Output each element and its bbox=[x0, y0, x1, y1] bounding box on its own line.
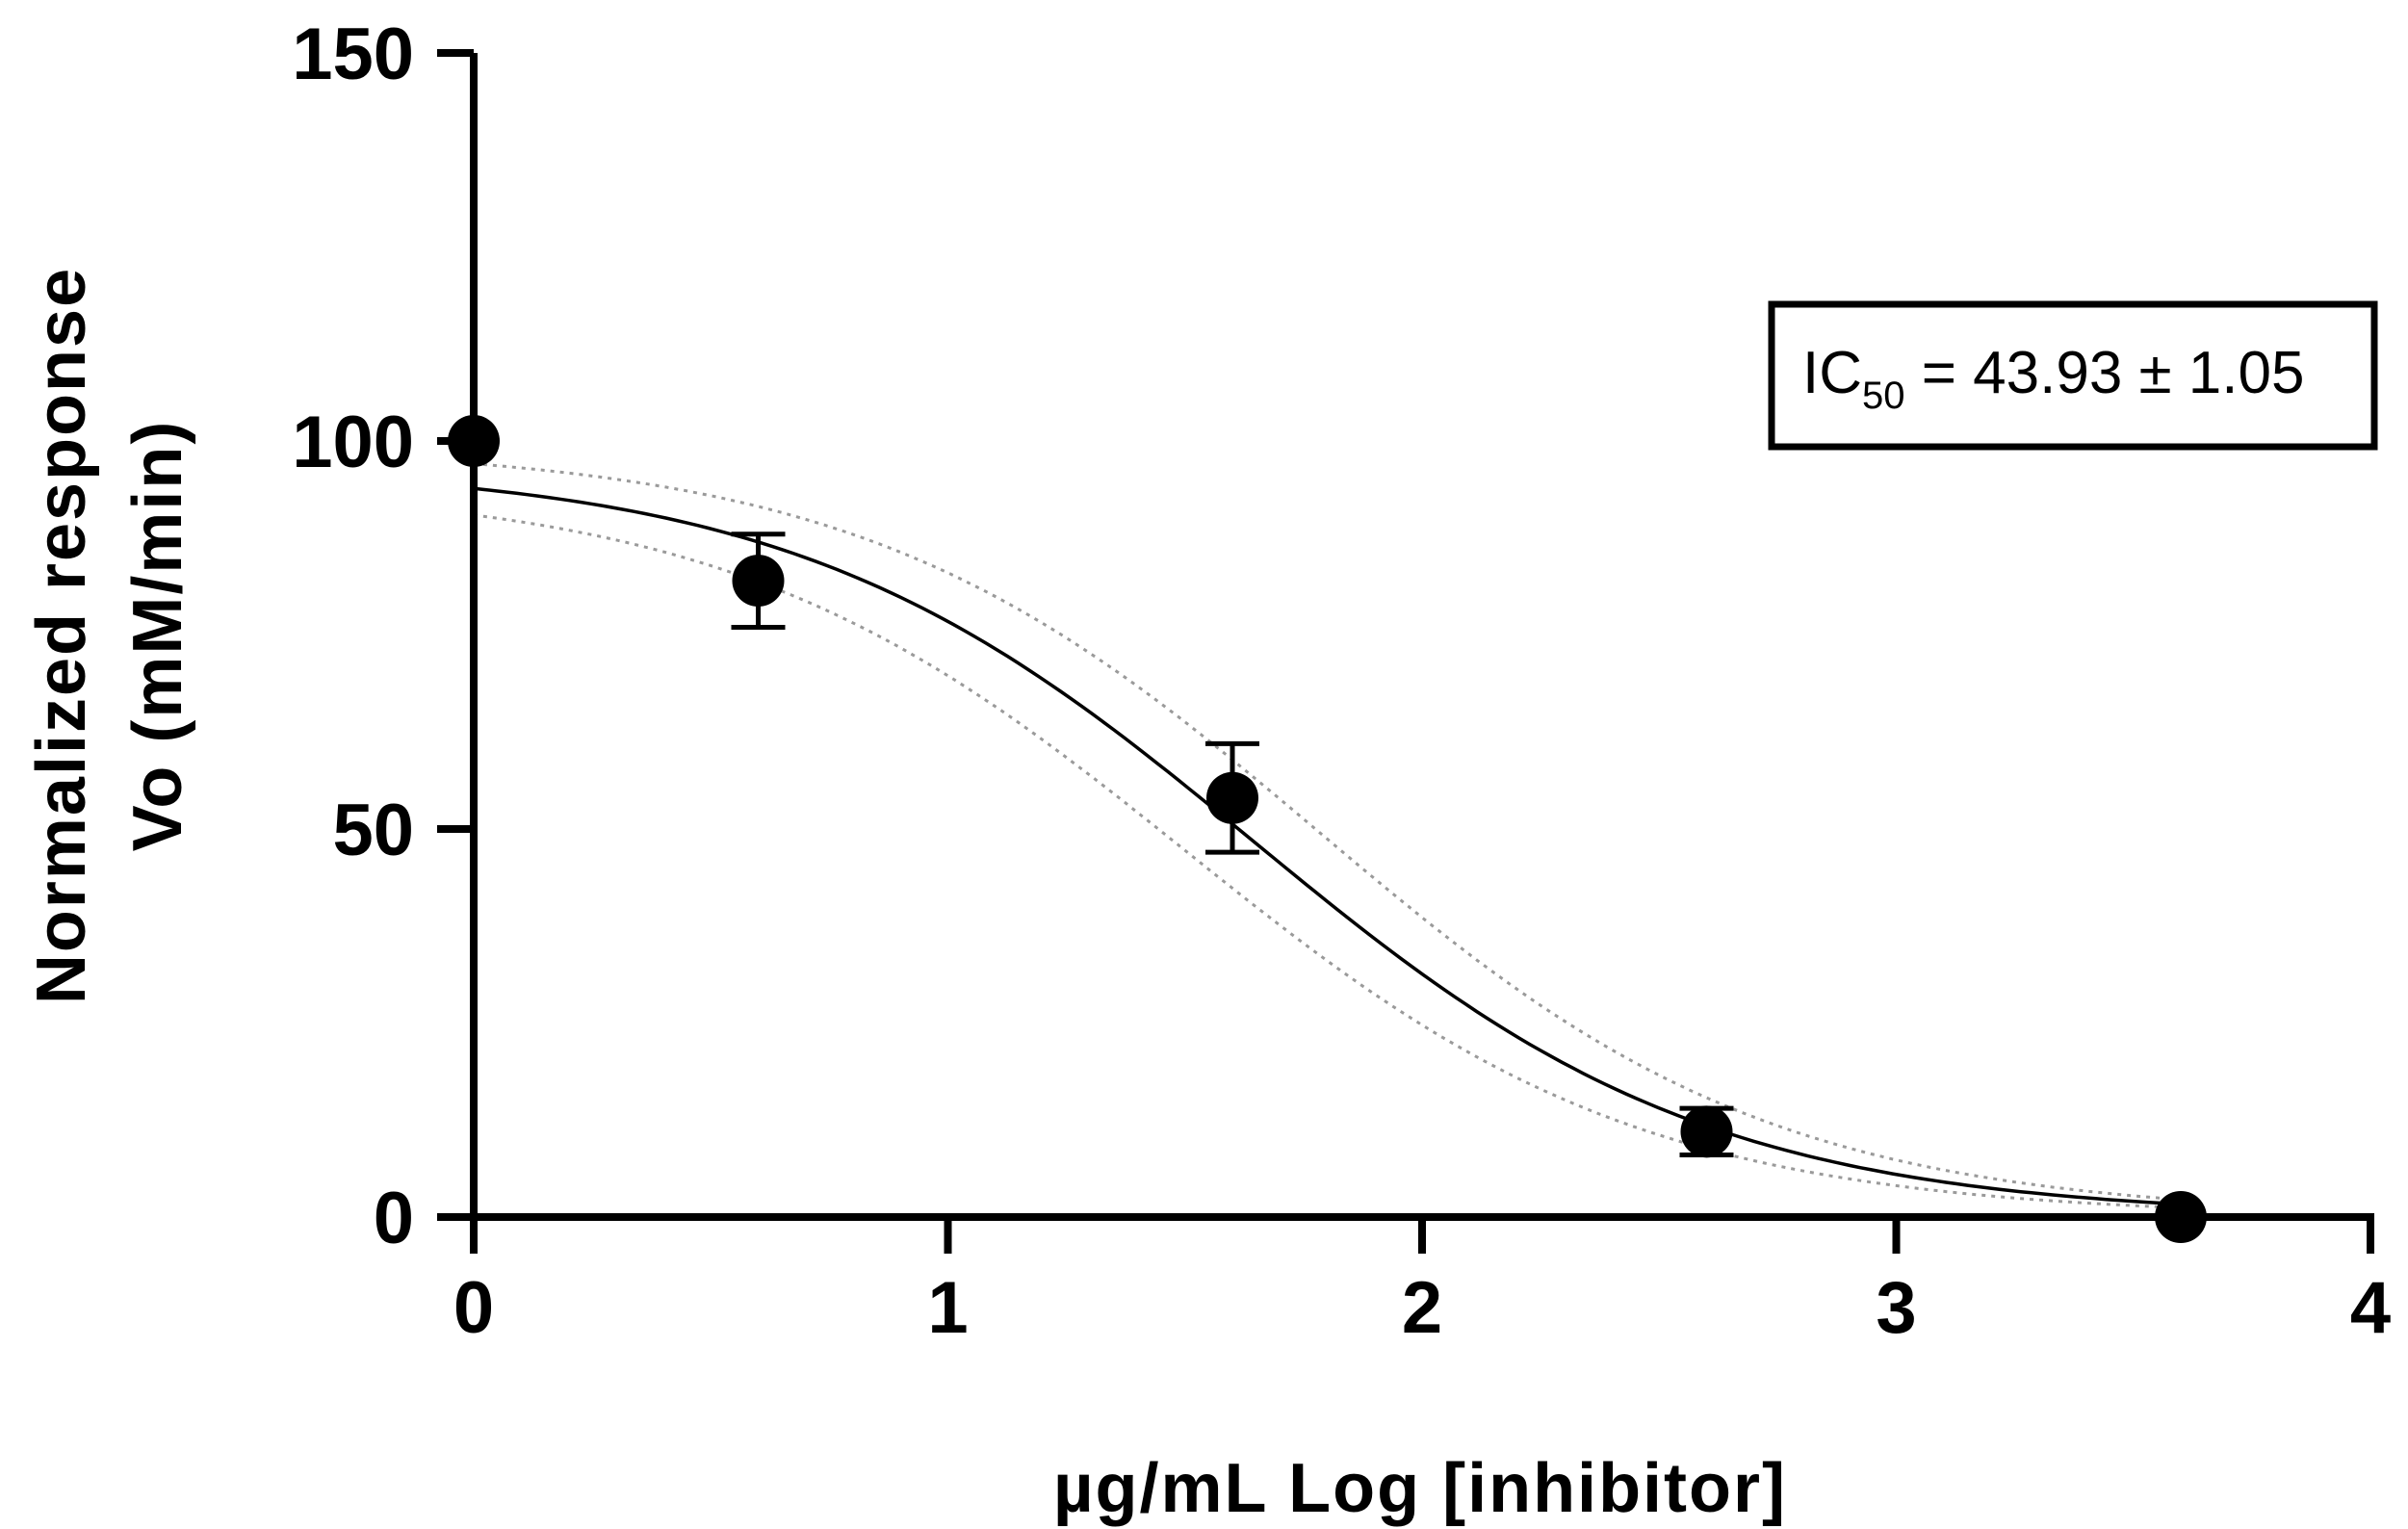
annotation-value: = 43.93 ± 1.05 bbox=[1905, 340, 2305, 406]
data-point-3 bbox=[1680, 1105, 1733, 1158]
data-points bbox=[448, 415, 2207, 1243]
data-point-group-1 bbox=[731, 531, 786, 630]
annotation-text: IC50 = 43.93 ± 1.05 bbox=[1802, 340, 2304, 417]
x-tick-label-4: 4 bbox=[2350, 1267, 2391, 1349]
data-point-group-4 bbox=[2155, 1191, 2207, 1243]
data-point-group-0 bbox=[448, 415, 500, 467]
data-point-4 bbox=[2155, 1191, 2207, 1243]
fit-curve-layer bbox=[473, 486, 2182, 1206]
annotation-subscript: 50 bbox=[1862, 375, 1905, 417]
y-axis-title-line-2: Vo (mM/min) bbox=[119, 420, 196, 852]
data-point-0 bbox=[448, 415, 500, 467]
annotation-border bbox=[1768, 300, 2378, 451]
fit-curve bbox=[473, 486, 2182, 1206]
y-tick-label-0: 0 bbox=[374, 1178, 414, 1259]
axes: 0 1 2 3 4 0 50 100 150 bbox=[292, 13, 2391, 1349]
y-tick-label-2: 100 bbox=[292, 402, 414, 483]
confidence-band bbox=[473, 462, 2182, 1209]
x-tick-label-1: 1 bbox=[927, 1267, 968, 1349]
band-upper-line bbox=[473, 462, 2182, 1202]
data-point-group-3 bbox=[1679, 1105, 1734, 1158]
ic50-annotation-box: IC50 = 43.93 ± 1.05 bbox=[1768, 300, 2378, 451]
x-tick-label-0: 0 bbox=[453, 1267, 494, 1349]
data-point-1 bbox=[732, 555, 785, 608]
x-tick-label-3: 3 bbox=[1876, 1267, 1916, 1349]
x-axis-title: µg/mL Log [inhibitor] bbox=[1053, 1450, 1787, 1527]
y-axis-title: Normalized response Vo (mM/min) bbox=[23, 267, 196, 1004]
y-axis-title-line-1: Normalized response bbox=[23, 267, 100, 1004]
band-lower-line bbox=[473, 513, 2182, 1209]
y-tick-label-1: 50 bbox=[332, 790, 414, 871]
data-point-2 bbox=[1206, 771, 1258, 824]
annotation-prefix: IC bbox=[1802, 340, 1862, 406]
data-point-group-2 bbox=[1205, 740, 1259, 855]
x-tick-label-2: 2 bbox=[1402, 1267, 1442, 1349]
y-tick-label-3: 150 bbox=[292, 13, 414, 95]
